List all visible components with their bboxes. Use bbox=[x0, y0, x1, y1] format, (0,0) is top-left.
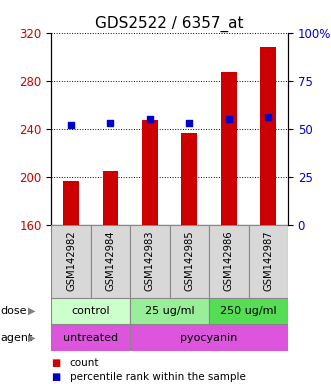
Point bbox=[69, 122, 74, 128]
Bar bbox=[221, 72, 237, 225]
Bar bbox=[142, 120, 158, 225]
Point bbox=[108, 120, 113, 126]
Text: ■: ■ bbox=[51, 358, 61, 368]
Bar bbox=[181, 134, 197, 225]
Point bbox=[226, 116, 231, 122]
Bar bbox=[130, 324, 288, 351]
Bar bbox=[130, 225, 169, 298]
Text: percentile rank within the sample: percentile rank within the sample bbox=[70, 372, 245, 382]
Text: 250 ug/ml: 250 ug/ml bbox=[220, 306, 277, 316]
Text: ■: ■ bbox=[51, 372, 61, 382]
Bar bbox=[103, 170, 118, 225]
Text: 25 ug/ml: 25 ug/ml bbox=[145, 306, 194, 316]
Text: GSM142987: GSM142987 bbox=[263, 231, 273, 291]
Text: ▶: ▶ bbox=[28, 333, 36, 343]
Text: untreated: untreated bbox=[63, 333, 118, 343]
Bar bbox=[51, 298, 130, 324]
Text: GSM142982: GSM142982 bbox=[66, 231, 76, 291]
Bar bbox=[249, 225, 288, 298]
Text: GSM142983: GSM142983 bbox=[145, 231, 155, 291]
Bar bbox=[260, 47, 276, 225]
Text: GDS2522 / 6357_at: GDS2522 / 6357_at bbox=[95, 15, 244, 31]
Bar bbox=[91, 225, 130, 298]
Point bbox=[187, 120, 192, 126]
Text: ▶: ▶ bbox=[28, 306, 36, 316]
Text: agent: agent bbox=[0, 333, 32, 343]
Bar bbox=[63, 182, 79, 225]
Text: dose: dose bbox=[0, 306, 26, 316]
Text: GSM142985: GSM142985 bbox=[184, 231, 194, 291]
Bar bbox=[209, 298, 288, 324]
Text: count: count bbox=[70, 358, 99, 368]
Bar bbox=[130, 298, 209, 324]
Point bbox=[147, 116, 153, 122]
Point bbox=[265, 114, 271, 120]
Bar bbox=[209, 225, 249, 298]
Bar bbox=[169, 225, 209, 298]
Text: pyocyanin: pyocyanin bbox=[180, 333, 238, 343]
Text: GSM142984: GSM142984 bbox=[106, 231, 116, 291]
Bar bbox=[51, 225, 91, 298]
Text: control: control bbox=[71, 306, 110, 316]
Text: GSM142986: GSM142986 bbox=[224, 231, 234, 291]
Bar bbox=[51, 324, 130, 351]
